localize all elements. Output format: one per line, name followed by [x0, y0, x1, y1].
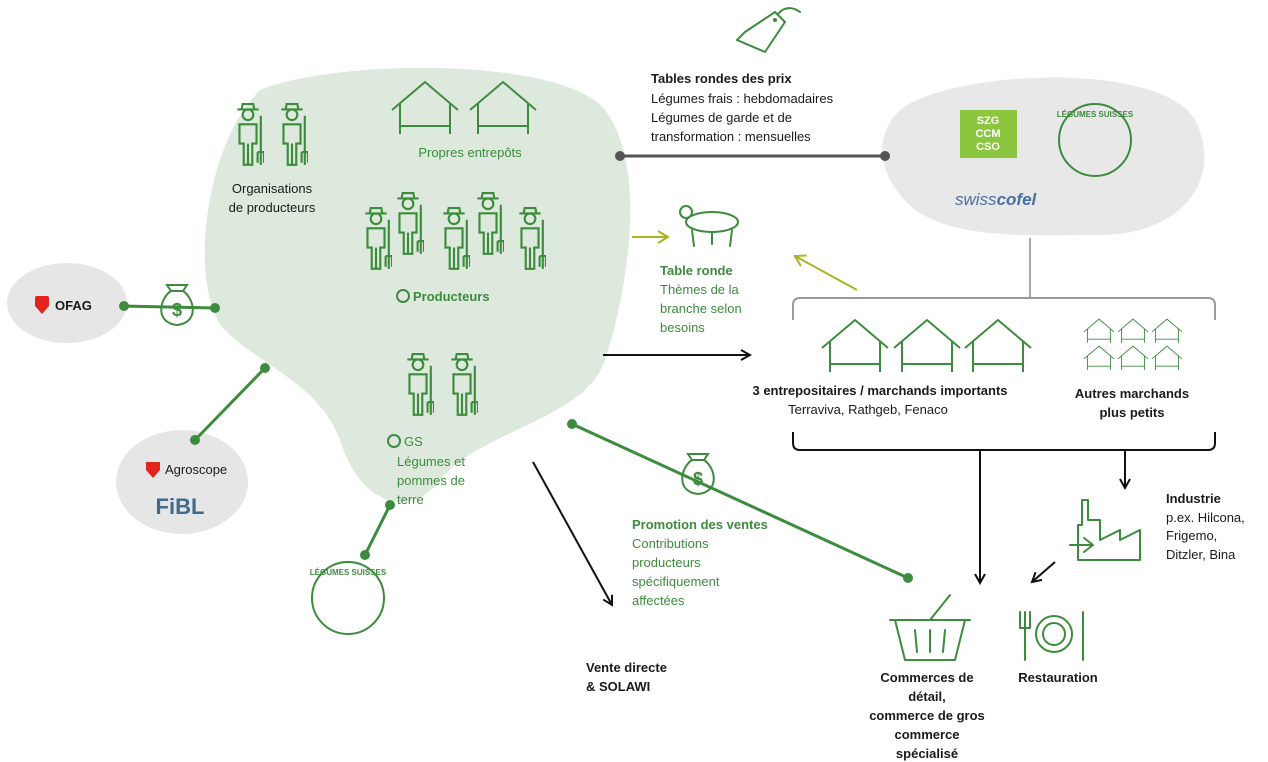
shape [965, 320, 1031, 372]
shape [822, 320, 888, 372]
shape [190, 435, 200, 445]
label: p.ex. Hilcona, [1166, 510, 1245, 525]
label: pommes de [397, 473, 465, 488]
shape [1118, 346, 1148, 370]
shape [793, 432, 1215, 450]
logo-text: swiss [955, 190, 997, 209]
shape [210, 303, 220, 313]
label: producteurs [632, 555, 701, 570]
heading: commerce [894, 727, 959, 742]
label: Ditzler, Bina [1166, 547, 1236, 562]
shape [1152, 319, 1182, 343]
shape [1152, 346, 1182, 370]
shape [119, 301, 129, 311]
fibl-logo: FiBL [156, 494, 205, 519]
label: branche selon [660, 301, 742, 316]
heading: plus petits [1099, 405, 1164, 420]
association-area [882, 78, 1204, 236]
shape [124, 306, 215, 308]
heading: Industrie [1166, 491, 1221, 506]
shape [793, 298, 1215, 320]
logo-text: cofel [997, 190, 1038, 209]
heading: spécialisé [896, 746, 958, 761]
shape [1043, 623, 1065, 645]
shape [1032, 562, 1055, 582]
shape [365, 505, 390, 555]
shape [778, 8, 800, 14]
label: Thèmes de la [660, 282, 740, 297]
heading: détail, [908, 689, 946, 704]
heading: Commerces de [880, 670, 973, 685]
label: OFAG [55, 298, 92, 313]
label: Terraviva, Rathgeb, Fenaco [788, 402, 948, 417]
label: Organisations [232, 181, 313, 196]
heading: commerce de gros [869, 708, 985, 723]
shape [680, 206, 692, 218]
logo-text: CSO [976, 141, 1000, 153]
heading: Restauration [1018, 670, 1098, 685]
shape [773, 18, 777, 22]
label: Contributions [632, 536, 709, 551]
shape [260, 363, 270, 373]
shape [1084, 319, 1114, 343]
label: spécifiquement [632, 574, 720, 589]
heading: Table ronde [660, 263, 733, 278]
label: Propres entrepôts [418, 145, 522, 160]
shape [572, 424, 908, 578]
shape [1036, 616, 1072, 652]
shape [1084, 346, 1114, 370]
shape [795, 256, 857, 290]
label: transformation : mensuelles [651, 129, 811, 144]
heading: Tables rondes des prix [651, 71, 792, 86]
swisscofel-logo: swisscofel [955, 190, 1038, 209]
label: Agroscope [165, 462, 227, 477]
shape [1118, 319, 1148, 343]
label: Frigemo, [1166, 528, 1217, 543]
shape [1070, 500, 1140, 560]
diagram: $ SZG CCM CSO swisscofel LÉGUMES SUISSES… [0, 0, 1268, 762]
shape [737, 12, 785, 52]
shape [903, 573, 913, 583]
heading: & SOLAWI [586, 679, 650, 694]
money-bag-icon [161, 285, 193, 325]
shape [615, 151, 625, 161]
logo-text: CCM [975, 128, 1000, 140]
heading: 3 entrepositaires / marchands importants [752, 383, 1007, 398]
shape [567, 419, 577, 429]
shape [894, 320, 960, 372]
shape [360, 550, 370, 560]
label: Légumes frais : hebdomadaires [651, 91, 834, 106]
shape [533, 462, 612, 605]
shape [692, 230, 732, 246]
logo-text: LÉGUMES SUISSES [310, 568, 387, 577]
label: GS [404, 434, 423, 449]
shape [880, 151, 890, 161]
label: de producteurs [229, 200, 316, 215]
logo-text: SZG [977, 115, 1000, 127]
label: Légumes de garde et de [651, 110, 792, 125]
label: besoins [660, 320, 705, 335]
heading: Autres marchands [1075, 386, 1189, 401]
label: terre [397, 492, 424, 507]
label: affectées [632, 593, 685, 608]
label: Légumes et [397, 454, 465, 469]
heading: Producteurs [413, 289, 490, 304]
shape [385, 500, 395, 510]
shape [686, 212, 738, 232]
heading: Promotion des ventes [632, 517, 768, 532]
shape [890, 595, 970, 660]
shape [195, 368, 265, 440]
heading: Vente directe [586, 660, 667, 675]
logo-text: LÉGUMES SUISSES [1057, 110, 1134, 119]
